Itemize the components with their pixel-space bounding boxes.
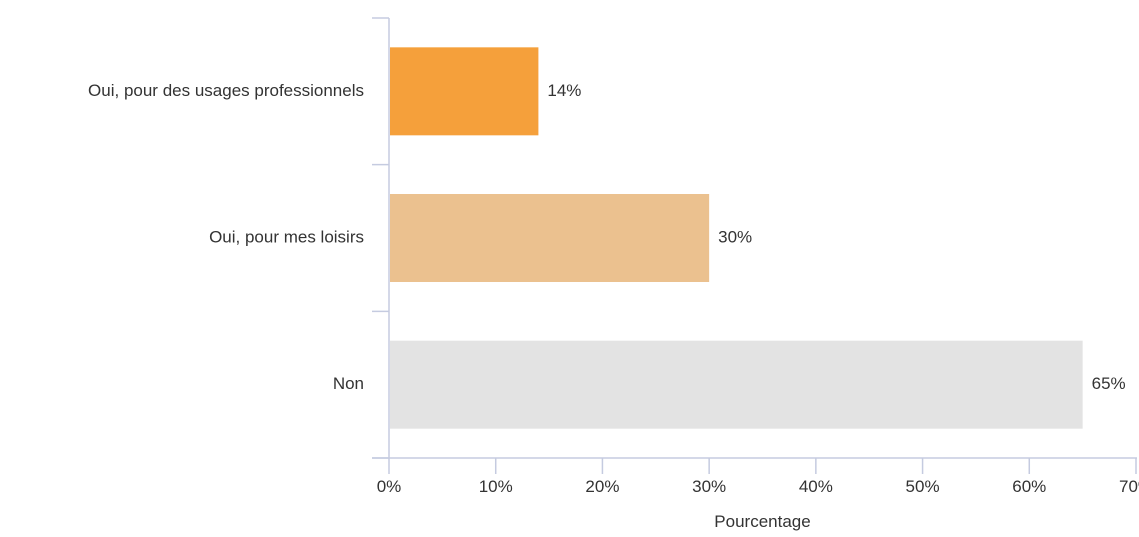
data-label: 14% (547, 81, 581, 100)
bar (390, 47, 539, 136)
x-tick-label: 70% (1119, 477, 1139, 496)
x-tick-label: 60% (1012, 477, 1046, 496)
x-axis: 0% 10% 20% 30% 40% 50% 60% 70% (372, 457, 1139, 496)
bar (390, 194, 710, 282)
bar (390, 340, 1083, 429)
x-tick-label: 0% (377, 477, 402, 496)
y-axis: Oui, pour des usages professionnels Oui, … (88, 17, 390, 459)
data-label: 30% (718, 227, 752, 246)
bars: 14% 30% 65% (390, 47, 1126, 429)
category-label: Oui, pour mes loisirs (209, 227, 364, 246)
category-label: Oui, pour des usages professionnels (88, 81, 364, 100)
x-tick-label: 40% (799, 477, 833, 496)
category-label: Non (333, 374, 364, 393)
x-tick-label: 20% (585, 477, 619, 496)
x-axis-title: Pourcentage (714, 512, 810, 531)
data-label: 65% (1092, 374, 1126, 393)
x-tick-label: 10% (479, 477, 513, 496)
x-tick-label: 50% (906, 477, 940, 496)
x-tick-label: 30% (692, 477, 726, 496)
